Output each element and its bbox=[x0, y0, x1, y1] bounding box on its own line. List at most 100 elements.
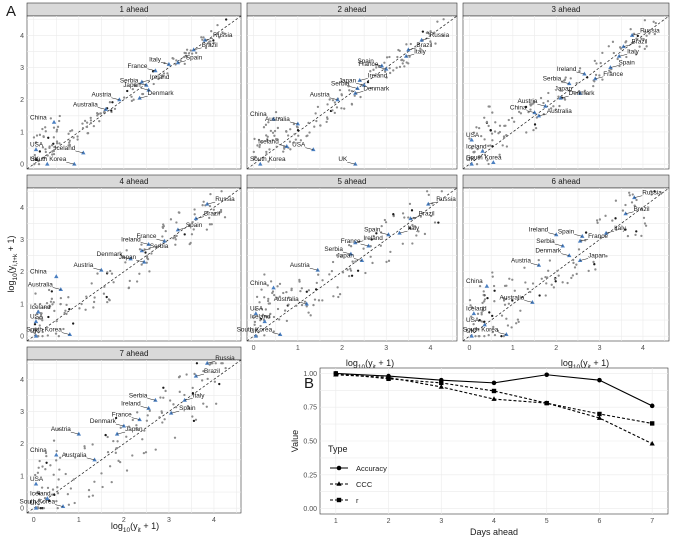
other-country-point bbox=[409, 42, 412, 46]
other-country-point bbox=[189, 49, 192, 52]
country-point-ireland bbox=[146, 405, 151, 410]
other-country-point bbox=[654, 21, 657, 25]
other-country-point bbox=[204, 46, 208, 50]
other-country-point bbox=[631, 193, 634, 196]
other-country-point bbox=[38, 498, 41, 501]
other-country-point bbox=[314, 288, 318, 291]
other-country-point bbox=[192, 228, 195, 231]
other-country-point bbox=[223, 32, 226, 35]
other-country-point bbox=[502, 299, 506, 302]
other-country-point bbox=[653, 190, 656, 193]
other-country-point bbox=[51, 493, 54, 496]
country-label-france: France bbox=[112, 412, 132, 419]
y-tick-label: 3 bbox=[20, 65, 24, 72]
other-country-point bbox=[491, 330, 494, 334]
other-country-point bbox=[540, 277, 543, 280]
x-tick-label: 1 bbox=[334, 518, 338, 525]
country-point-italy bbox=[403, 53, 409, 58]
label-leader-line bbox=[537, 103, 546, 107]
other-country-point bbox=[405, 61, 408, 64]
other-country-point bbox=[472, 151, 476, 154]
data-point-r bbox=[491, 388, 497, 394]
other-country-point bbox=[508, 277, 511, 280]
country-point-spain bbox=[386, 232, 391, 237]
other-country-point bbox=[592, 260, 595, 264]
other-country-point bbox=[313, 125, 316, 128]
other-country-point bbox=[470, 306, 474, 309]
country-label-south-korea: South Korea bbox=[250, 156, 286, 163]
other-country-point bbox=[253, 155, 256, 159]
country-point-usa bbox=[311, 147, 316, 152]
other-country-point bbox=[50, 290, 53, 293]
data-point-r bbox=[597, 411, 602, 417]
other-country-point bbox=[287, 296, 290, 299]
data-point-ccc bbox=[649, 440, 655, 446]
country-point-china bbox=[532, 110, 537, 115]
other-country-point bbox=[282, 145, 286, 149]
other-country-point bbox=[285, 290, 288, 294]
other-country-point bbox=[276, 285, 279, 288]
country-label-serbia: Serbia bbox=[543, 76, 562, 83]
country-label-spain: Spain bbox=[364, 227, 381, 234]
other-country-point bbox=[403, 65, 406, 68]
country-point-iceland bbox=[284, 144, 289, 148]
x-tick-label: 3 bbox=[167, 517, 171, 524]
reference-diagonal bbox=[26, 359, 242, 514]
other-country-point bbox=[172, 403, 175, 406]
other-country-point bbox=[612, 51, 615, 55]
other-country-point bbox=[105, 295, 108, 299]
other-country-point bbox=[624, 228, 627, 231]
other-country-point bbox=[67, 144, 70, 147]
other-country-point bbox=[477, 335, 480, 338]
other-country-point bbox=[33, 163, 36, 166]
country-point-brazil bbox=[406, 47, 411, 52]
other-country-point bbox=[138, 272, 141, 275]
other-country-point bbox=[125, 435, 128, 438]
other-country-point bbox=[126, 89, 129, 93]
other-country-point bbox=[162, 386, 165, 389]
other-country-point bbox=[640, 234, 643, 237]
other-country-point bbox=[114, 451, 117, 454]
country-point-russia bbox=[426, 201, 431, 206]
other-country-point bbox=[429, 30, 432, 33]
other-country-point bbox=[52, 126, 56, 129]
legend-key-marker bbox=[336, 481, 342, 486]
other-country-point bbox=[330, 269, 334, 273]
other-country-point bbox=[385, 56, 389, 59]
other-country-point bbox=[52, 149, 56, 153]
country-point-china bbox=[54, 452, 59, 457]
other-country-point bbox=[201, 38, 204, 41]
other-country-point bbox=[55, 130, 58, 133]
other-country-point bbox=[403, 216, 406, 219]
country-point-china bbox=[271, 116, 276, 121]
other-country-point bbox=[413, 225, 416, 228]
other-country-point bbox=[38, 459, 41, 463]
other-country-point bbox=[572, 261, 575, 265]
other-country-point bbox=[202, 369, 205, 373]
country-label-australia: Australia bbox=[547, 108, 572, 115]
other-country-point bbox=[570, 276, 573, 280]
other-country-point bbox=[505, 145, 509, 148]
label-leader-line bbox=[111, 97, 120, 100]
y-tick-label: 2 bbox=[20, 97, 24, 104]
other-country-point bbox=[595, 219, 599, 222]
y-tick-label: 3 bbox=[20, 409, 24, 416]
other-country-point bbox=[370, 238, 373, 241]
other-country-point bbox=[628, 194, 631, 197]
other-country-point bbox=[40, 486, 44, 489]
other-country-point bbox=[643, 30, 647, 33]
other-country-point bbox=[160, 411, 164, 415]
y-tick-label: 0.25 bbox=[303, 472, 317, 479]
other-country-point bbox=[630, 41, 634, 45]
x-tick-label: 6 bbox=[598, 518, 602, 525]
other-country-point bbox=[146, 258, 150, 261]
country-label-austria: Austria bbox=[51, 426, 71, 433]
other-country-point bbox=[41, 335, 44, 338]
other-country-point bbox=[480, 135, 483, 138]
other-country-point bbox=[359, 95, 362, 99]
country-label-spain: Spain bbox=[357, 58, 374, 65]
country-label-japan: Japan bbox=[123, 82, 141, 89]
other-country-point bbox=[162, 72, 166, 75]
other-country-point bbox=[258, 301, 261, 304]
other-country-point bbox=[333, 101, 337, 104]
